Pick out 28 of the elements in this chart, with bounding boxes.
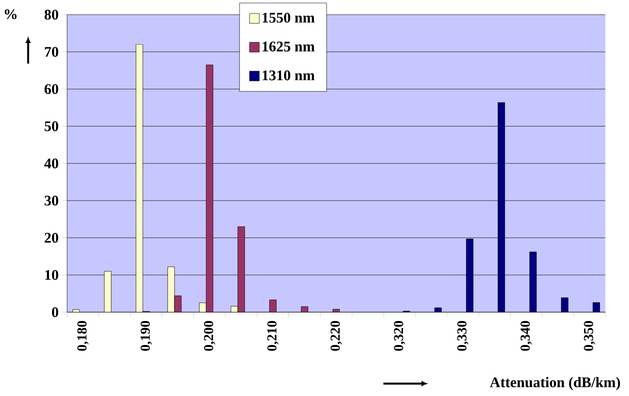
bar [238, 226, 245, 312]
y-tick-label: 70 [44, 46, 58, 57]
x-tick-label: 0,220 [330, 320, 342, 351]
legend-label: 1550 nm [262, 12, 315, 23]
bar [592, 302, 600, 312]
x-axis-title: Attenuation (dB/km) [490, 376, 620, 390]
x-tick-label: 0,210 [267, 320, 279, 351]
legend-label: 1625 nm [262, 41, 315, 52]
bar [561, 297, 568, 312]
y-tick-label: 30 [44, 196, 58, 206]
x-tick-label: 0,190 [140, 320, 152, 351]
x-tick-label: 0,330 [457, 320, 468, 351]
y-tick-label: 50 [44, 121, 58, 132]
y-axis-title: % [4, 9, 17, 20]
y-tick-label: 80 [44, 10, 58, 20]
y-tick-label: 40 [44, 158, 58, 168]
x-tick-label: 0,200 [204, 320, 216, 351]
bar [434, 307, 442, 312]
x-tick-label: 0,320 [394, 320, 406, 351]
bar [72, 309, 80, 312]
x-tick-label: 0,180 [77, 320, 89, 351]
y-tick-label: 10 [45, 270, 58, 280]
y-tick-label: 0 [52, 307, 58, 317]
x-tick-label: 0,350 [584, 320, 596, 351]
legend-label: 1310 nm [262, 70, 315, 80]
y-tick-label: 20 [44, 232, 58, 243]
y-tick-label: 60 [44, 84, 58, 94]
x-tick-label: 0,340 [520, 320, 532, 351]
